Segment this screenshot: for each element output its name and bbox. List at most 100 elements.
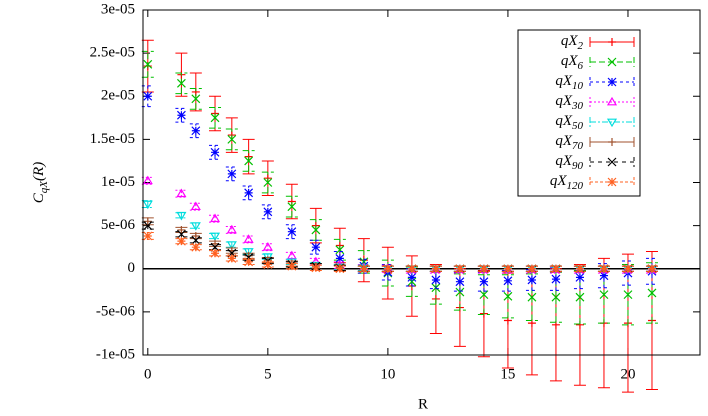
point <box>244 257 254 267</box>
legend-line <box>589 77 635 87</box>
marker <box>191 242 201 252</box>
error-whisker <box>175 212 188 219</box>
point <box>143 221 153 231</box>
point <box>623 290 633 300</box>
marker <box>311 225 321 235</box>
legend-sample <box>589 137 635 147</box>
point <box>479 290 489 300</box>
point <box>191 235 201 245</box>
point <box>142 175 153 185</box>
x-axis-label: R <box>418 396 428 412</box>
legend-label: qX6 <box>561 53 584 71</box>
error-bar <box>225 241 238 248</box>
point <box>263 260 273 269</box>
point <box>227 253 237 263</box>
marker <box>607 77 617 87</box>
point <box>176 110 186 120</box>
error-whisker <box>209 232 222 240</box>
marker <box>383 264 393 274</box>
marker <box>243 234 254 243</box>
marker <box>244 156 254 166</box>
marker <box>455 277 465 287</box>
marker <box>262 242 273 251</box>
point <box>431 275 441 285</box>
marker <box>335 264 345 274</box>
legend-label: qX2 <box>561 33 584 51</box>
legend-sample <box>589 77 635 87</box>
marker <box>606 118 618 128</box>
marker <box>607 157 617 167</box>
marker <box>606 96 618 106</box>
marker <box>244 188 254 198</box>
marker <box>551 292 561 302</box>
marker <box>176 211 187 221</box>
marker <box>176 188 187 198</box>
y-tick-label: -5e-06 <box>96 303 136 319</box>
marker <box>142 175 153 185</box>
y-tick-label: 1e-05 <box>101 174 135 190</box>
point <box>226 224 237 234</box>
marker <box>227 253 237 263</box>
marker <box>311 242 321 252</box>
marker <box>176 110 186 120</box>
marker <box>287 261 297 271</box>
point <box>244 253 254 262</box>
marker <box>191 94 201 104</box>
marker <box>177 225 186 234</box>
x-tick-label: 0 <box>144 366 152 382</box>
marker <box>551 274 561 284</box>
marker <box>407 264 417 274</box>
legend-sample <box>589 117 635 128</box>
legend-line <box>589 97 635 107</box>
point <box>191 231 200 240</box>
point <box>210 113 220 123</box>
point <box>243 248 254 257</box>
marker <box>227 169 237 179</box>
point <box>311 242 321 252</box>
marker <box>176 78 186 88</box>
point <box>527 275 537 285</box>
marker <box>527 264 537 274</box>
marker <box>209 232 221 242</box>
y-tick-label: 1.5e-05 <box>90 131 135 147</box>
marker <box>503 276 513 286</box>
point <box>142 200 153 210</box>
point <box>575 292 585 302</box>
marker <box>503 291 513 301</box>
point <box>359 264 369 274</box>
x-tick-label: 5 <box>264 366 272 382</box>
marker <box>176 229 186 239</box>
marker <box>623 264 633 274</box>
marker <box>608 38 616 46</box>
point <box>623 264 633 274</box>
point <box>176 229 186 239</box>
point <box>190 201 201 211</box>
marker <box>143 91 153 101</box>
point <box>575 272 585 282</box>
marker <box>599 271 609 281</box>
marker <box>190 201 201 211</box>
point <box>263 178 273 187</box>
x-tick-label: 10 <box>380 366 395 382</box>
marker <box>244 253 254 262</box>
point <box>551 274 561 284</box>
point <box>551 264 561 274</box>
marker <box>143 59 153 69</box>
legend-sample <box>589 157 635 167</box>
legend-label: qX30 <box>555 93 583 111</box>
point <box>191 94 201 104</box>
legend-sample <box>589 96 635 107</box>
legend-sample <box>589 37 635 47</box>
point <box>262 242 273 251</box>
point <box>455 264 465 274</box>
point <box>143 91 153 101</box>
error-bar <box>573 269 586 325</box>
marker <box>607 177 617 187</box>
point <box>599 271 609 281</box>
point <box>455 277 465 287</box>
error-whisker <box>573 269 586 325</box>
point <box>177 225 186 234</box>
marker <box>575 264 585 274</box>
point <box>647 288 657 298</box>
y-axis-label: CqX(R) <box>31 162 49 203</box>
